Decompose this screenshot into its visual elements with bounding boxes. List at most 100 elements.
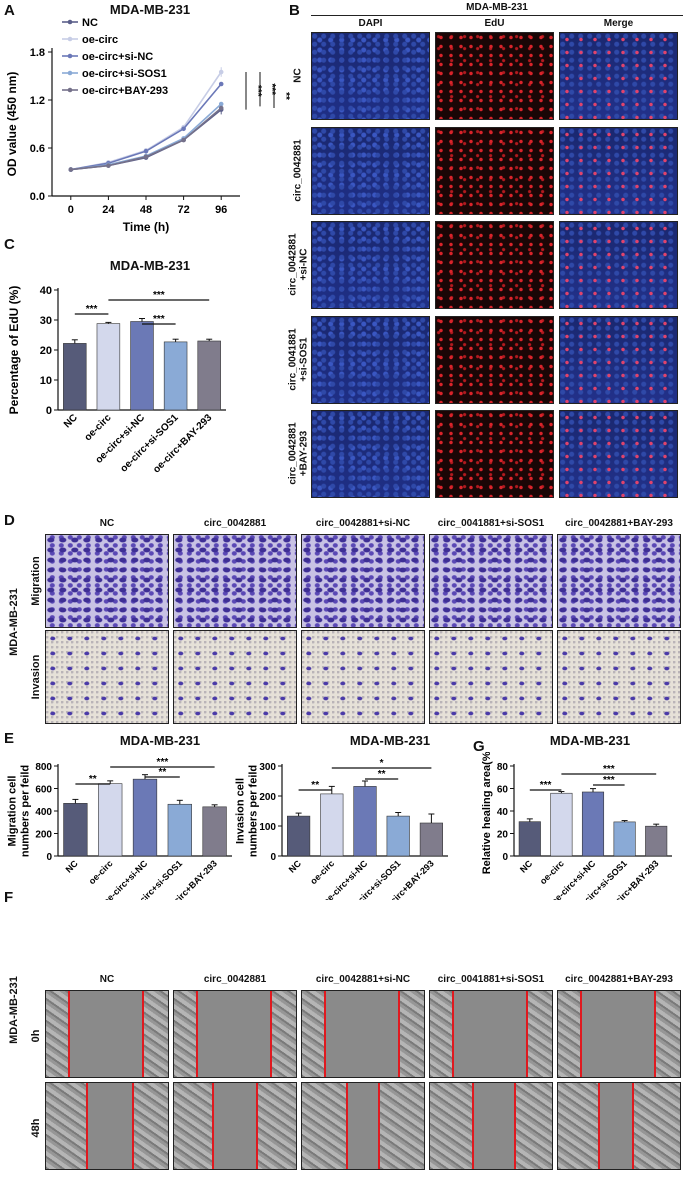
y-tick-label: 10 [40, 375, 52, 387]
y-tick-label: 100 [259, 822, 276, 833]
bar-oe-circ-bay-293 [197, 340, 221, 411]
wound-edge-line [632, 1083, 634, 1169]
wound-edge-line [398, 991, 400, 1077]
wound-gap [452, 991, 526, 1077]
bar-nc [63, 803, 88, 857]
micrograph-merge-circ-0041881-si-sos1 [559, 316, 678, 404]
row-label-0h: 0h [30, 1029, 42, 1043]
category-label-oe-circ-si-sos1: oe-circ+si-SOS1 [119, 412, 182, 475]
wound-gap [86, 1083, 132, 1169]
significance-label: ** [89, 774, 97, 785]
y-tick-label: 40 [40, 285, 52, 297]
column-title-circ-0042881: circ_0042881 [203, 974, 267, 985]
row-label-circ-0042881: circ_0042881 [287, 422, 298, 485]
row-label-bay-293: +BAY-293 [298, 430, 309, 477]
migration-count-chart: 0 200 400 600 800 Migration cell numbers per f… [7, 757, 232, 900]
category-label-nc: NC [287, 858, 304, 875]
significance-label: ** [280, 92, 291, 100]
micrograph-dapi-circ-0042881-bay-293 [311, 410, 430, 498]
y-tick-label: 0 [46, 852, 52, 863]
wound-gap [196, 991, 270, 1077]
micrograph-dapi-circ-0042881 [311, 127, 430, 215]
wound-edge-line [270, 991, 272, 1077]
transwell-image-migration-circ-0042881-bay-293 [557, 534, 681, 628]
wound-edge-line [472, 1083, 474, 1169]
y-tick-label: 20 [497, 830, 509, 841]
transwell-image-migration-nc [45, 534, 169, 628]
category-label-nc: NC [518, 858, 535, 875]
row-label-si-sos1: +si-SOS1 [298, 337, 309, 382]
column-title-circ-0042881-bay-293: circ_0042881+BAY-293 [565, 518, 673, 529]
transwell-image-migration-circ-0042881-si-nc [301, 534, 425, 628]
y-tick-label: 0 [270, 852, 276, 863]
micrograph-merge-nc [559, 32, 678, 120]
row-label-si-nc: +si-NC [298, 248, 309, 281]
data-point [106, 163, 111, 168]
y-tick-label: 400 [35, 807, 52, 818]
series-line-oe-circ-bay-293 [70, 107, 222, 171]
y-tick-label: 1.2 [30, 95, 45, 107]
transwell-image-migration-circ-0041881-si-sos1 [429, 534, 553, 628]
wound-image-48h-circ-0041881-si-sos1 [429, 1082, 553, 1170]
panel-g-label: G [473, 738, 485, 755]
x-tick-label: 48 [140, 204, 152, 216]
y-tick-label: 800 [35, 762, 52, 773]
wound-image-48h-circ-0042881-bay-293 [557, 1082, 681, 1170]
column-title-nc: NC [99, 518, 115, 529]
x-tick-label: 72 [177, 204, 189, 216]
bar-nc [63, 343, 87, 411]
column-title-nc: NC [99, 974, 115, 985]
y-tick-label: 60 [497, 785, 509, 796]
y-tick-label: 1.8 [30, 47, 45, 59]
bar-oe-circ-si-nc [353, 786, 377, 857]
micrograph-merge-circ-0042881-bay-293 [559, 410, 678, 498]
significance-label: *** [266, 83, 277, 95]
category-label-oe-circ: oe-circ [538, 858, 566, 886]
x-axis-title: Time (h) [123, 220, 169, 234]
micrograph-edu-circ-0042881 [435, 127, 554, 215]
x-tick-label: 0 [68, 204, 74, 216]
legend-label-nc: NC [82, 17, 98, 29]
panel-d-label: D [4, 512, 15, 529]
invasion-count-chart: 0 100 200 300 Invasion cell numbers per feild… [235, 758, 448, 900]
wound-edge-line [598, 1083, 600, 1169]
y-axis-title: numbers per feild [248, 765, 260, 857]
y-tick-label: 200 [35, 830, 52, 841]
category-label-nc: NC [64, 858, 81, 875]
bar-oe-circ [98, 783, 123, 857]
row-label-nc: NC [292, 68, 304, 83]
panel-a-title: MDA-MB-231 [109, 2, 191, 17]
panel-e-title-right: MDA-MB-231 [349, 733, 431, 748]
significance-label: *** [86, 304, 98, 315]
panel-b-title-rule [311, 15, 683, 16]
row-label-circ-0041881: circ_0041881 [287, 328, 298, 391]
legend-label-oe-circ: oe-circ [82, 34, 118, 46]
legend-marker [67, 87, 73, 93]
y-tick-label: 600 [35, 785, 52, 796]
column-title-circ-0042881-bay-293: circ_0042881+BAY-293 [565, 974, 673, 985]
bar-oe-circ-si-nc [581, 791, 605, 857]
panel-f-label: F [4, 889, 14, 906]
data-point [218, 101, 224, 107]
wound-image-0h-circ-0042881 [173, 990, 297, 1078]
column-title-edu: EdU [484, 18, 505, 29]
y-tick-label: 200 [259, 792, 276, 803]
wound-edge-line [142, 991, 144, 1077]
y-axis-title: Invasion cell [235, 778, 247, 844]
wound-edge-line [324, 991, 326, 1077]
wound-edge-line [212, 1083, 214, 1169]
category-label-oe-circ: oe-circ [87, 858, 115, 886]
panel-a-label: A [4, 2, 15, 19]
bar-oe-circ-si-nc [130, 321, 154, 411]
significance-label: *** [603, 775, 615, 786]
column-title-merge: Merge [603, 18, 634, 29]
y-axis-title: Percentage of EdU (%) [7, 286, 21, 415]
wound-gap [68, 991, 142, 1077]
bar-oe-circ [96, 323, 121, 411]
bar-oe-circ-bay-293 [419, 822, 443, 857]
significance-label: ** [311, 780, 319, 791]
data-point [218, 81, 224, 87]
panel-f-side-label: MDA-MB-231 [8, 976, 20, 1044]
panel-d-side-label: MDA-MB-231 [8, 588, 20, 656]
wound-gap [324, 991, 398, 1077]
